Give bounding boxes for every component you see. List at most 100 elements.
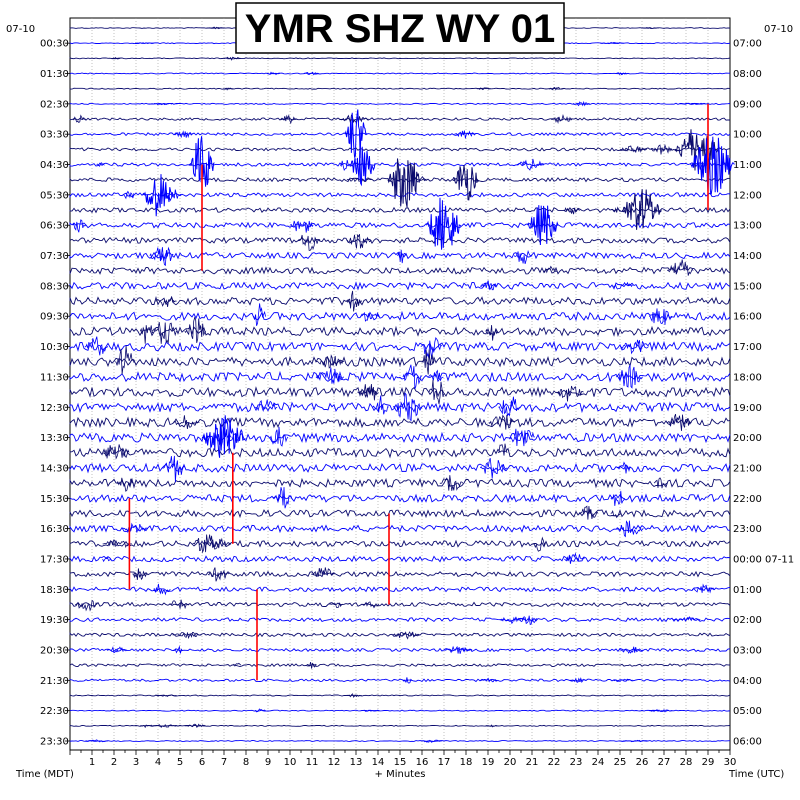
x-tick-label: 1 xyxy=(89,757,95,768)
right-hour-label: 01:00 xyxy=(733,585,762,596)
event-burst xyxy=(140,724,154,729)
event-burst xyxy=(488,414,516,430)
left-hour-label: 16:30 xyxy=(40,524,69,535)
event-burst xyxy=(173,415,200,430)
event-burst xyxy=(439,475,464,491)
left-hour-label: 05:30 xyxy=(40,190,69,201)
event-burst xyxy=(569,677,587,684)
right-axis-label: Time (UTC) xyxy=(728,769,784,780)
event-burst xyxy=(564,552,585,564)
event-burst xyxy=(499,616,527,625)
trace-line xyxy=(69,401,731,414)
event-burst xyxy=(116,477,134,492)
x-tick-label: 24 xyxy=(592,757,605,768)
trace-line xyxy=(69,147,731,152)
x-tick-label: 23 xyxy=(570,757,583,768)
event-burst xyxy=(620,339,649,355)
right-hour-label: 21:00 xyxy=(733,463,762,474)
event-burst xyxy=(619,145,648,154)
event-burst xyxy=(102,557,111,563)
event-burst xyxy=(205,537,232,550)
event-burst xyxy=(613,678,633,682)
event-burst xyxy=(280,114,297,125)
right-hour-labels: 07:00 08:00 09:00 10:00 11:00 12:00 13:00 14:00… xyxy=(733,39,794,748)
event-burst xyxy=(498,396,520,418)
event-burst xyxy=(152,723,178,729)
x-tick-label: 9 xyxy=(265,757,271,768)
left-hour-label: 12:30 xyxy=(40,403,69,414)
event-burst xyxy=(578,505,599,520)
event-burst xyxy=(392,392,423,422)
right-hour-label: 00:00 07-11 xyxy=(733,554,794,565)
event-burst xyxy=(666,259,694,276)
right-hour-label: 23:00 xyxy=(733,524,762,535)
large-event xyxy=(674,129,720,171)
right-hour-label: 09:00 xyxy=(733,99,762,110)
event-burst xyxy=(168,599,190,610)
event-burst xyxy=(610,490,626,506)
event-burst xyxy=(102,444,130,460)
left-hour-label: 20:30 xyxy=(40,645,69,656)
right-hour-label: 11:00 xyxy=(733,160,762,171)
event-burst xyxy=(134,42,154,45)
event-burst xyxy=(232,662,242,667)
event-burst xyxy=(268,426,289,447)
x-tick-label: 15 xyxy=(394,757,407,768)
event-burst xyxy=(651,143,673,155)
event-burst xyxy=(266,71,281,76)
event-burst xyxy=(315,367,345,384)
trace-line xyxy=(69,325,731,338)
event-burst xyxy=(162,455,185,483)
event-burst xyxy=(311,567,335,577)
event-burst xyxy=(360,383,379,401)
left-hour-label: 08:30 xyxy=(40,281,69,292)
event-burst xyxy=(420,739,442,743)
event-burst xyxy=(151,321,178,344)
x-tick-label: 10 xyxy=(284,757,297,768)
event-burst xyxy=(357,384,376,398)
event-burst xyxy=(673,616,701,622)
right-hour-label: 03:00 xyxy=(733,645,762,656)
event-burst xyxy=(346,693,362,698)
event-burst xyxy=(155,296,177,307)
trace-line xyxy=(69,431,731,444)
x-tick-label: 4 xyxy=(155,757,161,768)
event-burst xyxy=(184,723,206,728)
event-burst xyxy=(361,311,380,322)
trace-line xyxy=(69,251,731,260)
trace-line xyxy=(69,356,731,368)
trace-line xyxy=(69,477,731,489)
left-hour-label: 10:30 xyxy=(40,342,69,353)
event-burst xyxy=(123,190,135,200)
event-burst xyxy=(361,709,380,712)
right-hour-label: 10:00 xyxy=(733,130,762,141)
event-burst xyxy=(346,290,362,312)
x-tick-label: 21 xyxy=(526,757,539,768)
right-hour-label: 18:00 xyxy=(733,372,762,383)
trace-line xyxy=(69,281,731,291)
trace-line xyxy=(69,162,731,167)
right-hour-label: 06:00 xyxy=(733,737,762,748)
event-burst xyxy=(329,602,343,609)
event-burst xyxy=(648,308,673,325)
event-burst xyxy=(255,399,278,412)
left-hour-label: 19:30 xyxy=(40,615,69,626)
large-event xyxy=(690,136,735,195)
large-event xyxy=(348,146,376,187)
right-hour-label: 19:00 xyxy=(733,403,762,414)
large-event xyxy=(201,415,246,458)
event-burst xyxy=(72,114,86,124)
right-hour-label: 16:00 xyxy=(733,312,762,323)
left-hour-label: 15:30 xyxy=(40,494,69,505)
event-burst xyxy=(548,86,564,91)
trace-line xyxy=(69,678,731,683)
left-hour-label: 14:30 xyxy=(40,463,69,474)
event-burst xyxy=(207,567,230,582)
large-event xyxy=(142,174,174,217)
event-burst xyxy=(392,631,420,640)
x-tick-label: 29 xyxy=(702,757,715,768)
event-burst xyxy=(533,536,546,552)
trace-line xyxy=(69,236,731,245)
x-tick-label: 17 xyxy=(438,757,451,768)
left-hour-label: 02:30 xyxy=(40,99,69,110)
